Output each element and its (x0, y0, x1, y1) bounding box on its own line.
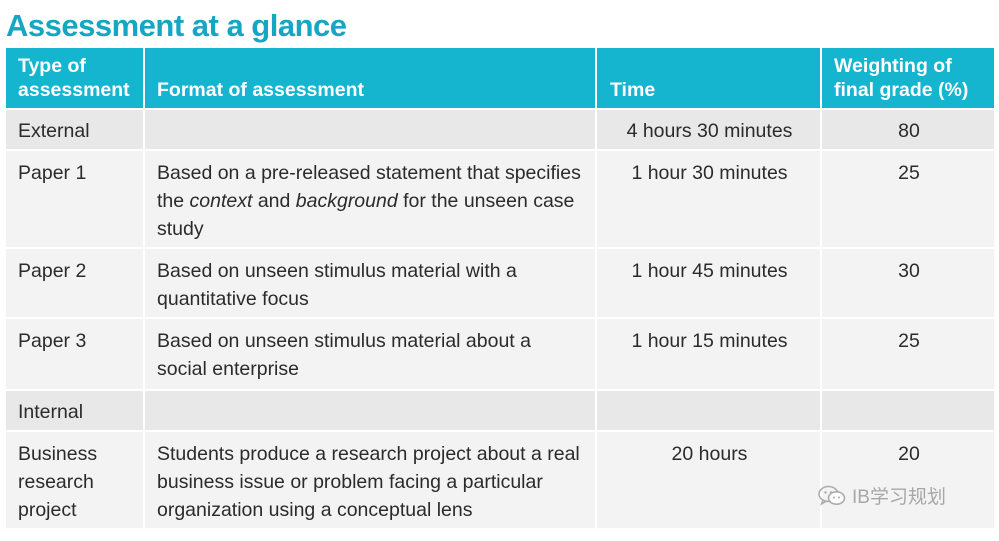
cell-time: 4 hours 30 minutes (597, 108, 822, 149)
cell-format: Based on a pre-released statement that s… (145, 149, 597, 247)
header-type-of-assessment: Type of assessment (6, 48, 145, 108)
cell-time: 1 hour 45 minutes (597, 247, 822, 317)
cell-type: Business research project (6, 430, 145, 528)
wechat-icon (818, 485, 846, 507)
cell-time: 1 hour 30 minutes (597, 149, 822, 247)
table-header-row: Type of assessment Format of assessment … (6, 48, 994, 108)
cell-format (145, 389, 597, 430)
format-emphasis-context: context (189, 190, 253, 212)
cell-time (597, 389, 822, 430)
table-row-paper-2: Paper 2 Based on unseen stimulus materia… (6, 247, 994, 317)
cell-type: External (6, 108, 145, 149)
format-text: Based on a pre-released statement that s… (157, 162, 581, 212)
cell-format: Based on unseen stimulus material about … (145, 317, 597, 389)
table-row-paper-3: Paper 3 Based on unseen stimulus materia… (6, 317, 994, 389)
table-row-external: External 4 hours 30 minutes 80 (6, 108, 994, 149)
watermark: IB学习规划 (818, 482, 946, 509)
cell-type: Paper 2 (6, 247, 145, 317)
cell-time: 1 hour 15 minutes (597, 317, 822, 389)
cell-weight: 25 (822, 317, 994, 389)
assessment-table: Type of assessment Format of assessment … (6, 48, 994, 528)
format-emphasis-background: background (295, 190, 398, 212)
cell-format: Based on unseen stimulus material with a… (145, 247, 597, 317)
header-time: Time (597, 48, 822, 108)
format-text: and (252, 190, 296, 212)
cell-format (145, 108, 597, 149)
header-weighting: Weighting of final grade (%) (822, 48, 994, 108)
header-format-of-assessment: Format of assessment (145, 48, 597, 108)
cell-weight: 80 (822, 108, 994, 149)
cell-format: Students produce a research project abou… (145, 430, 597, 528)
format-text: for the unseen case study (157, 190, 575, 240)
cell-type: Paper 3 (6, 317, 145, 389)
table-row-business-research-project: Business research project Students produ… (6, 430, 994, 528)
page-title: Assessment at a glance (6, 8, 347, 43)
table-row-paper-1: Paper 1 Based on a pre-released statemen… (6, 149, 994, 247)
cell-type: Paper 1 (6, 149, 145, 247)
cell-weight: 25 (822, 149, 994, 247)
cell-weight (822, 389, 994, 430)
table-row-internal: Internal (6, 389, 994, 430)
cell-time: 20 hours (597, 430, 822, 528)
cell-weight: 30 (822, 247, 994, 317)
cell-weight: 20 (822, 430, 994, 528)
watermark-text: IB学习规划 (852, 487, 946, 508)
cell-type: Internal (6, 389, 145, 430)
